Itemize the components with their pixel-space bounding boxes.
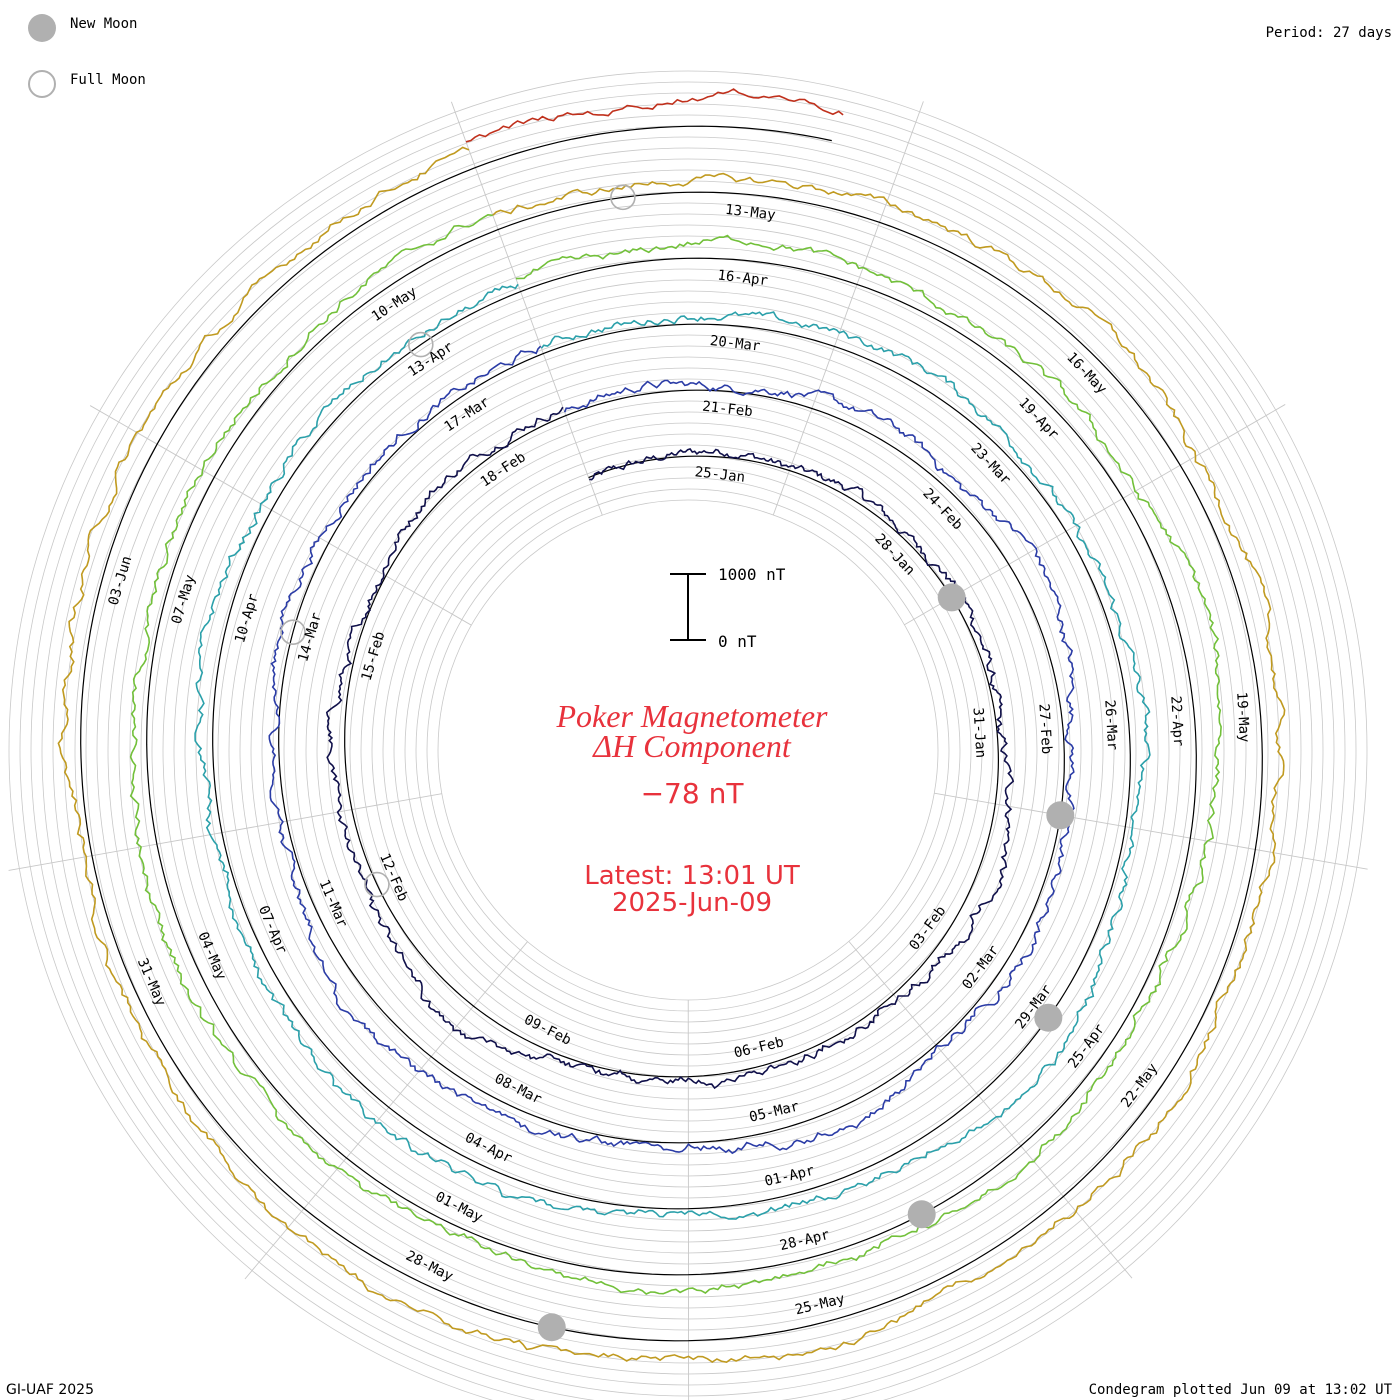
grid-ring [151,213,1225,1287]
day-spoke [244,941,528,1280]
new-moon-marker [937,583,966,612]
date-label: 26-Mar [1101,699,1120,750]
title-line-2: ΔH Component [591,728,792,764]
date-label: 22-May [1118,1061,1161,1111]
date-label: 17-Mar [441,394,492,435]
new-moon-legend-label: New Moon [70,16,137,32]
grid-ring [437,499,939,1001]
full-moon-legend-label: Full Moon [70,72,146,88]
date-label: 07-Apr [255,903,290,956]
grid-ring [74,136,1302,1364]
date-label: 31-Jan [970,707,989,758]
full-moon-marker [364,871,390,898]
footer-credit: GI-UAF 2025 [6,1382,94,1398]
period-label: Period: 27 days [1266,25,1392,41]
latest-value: −78 nT [641,777,745,810]
date-label: 19-May [1233,691,1252,742]
grid-ring [30,92,1346,1400]
new-moon-marker [1046,801,1075,830]
series-trace [57,146,1286,1364]
series-trace [465,88,844,143]
day-spoke [89,405,472,626]
title-line-1: Poker Magnetometer [555,698,828,734]
grid-ring [52,114,1324,1386]
new-moon-marker [907,1200,936,1229]
date-label: 20-Mar [709,333,761,355]
grid-ring [184,246,1192,1254]
full-moon-legend-icon [28,70,56,98]
date-label: 31-May [134,956,169,1009]
day-spoke [8,793,442,871]
scale-bottom-label: 0 nT [718,632,757,651]
series-trace [194,283,1151,1220]
scale-top-label: 1000 nT [718,565,786,584]
date-label: 22-Apr [1167,695,1186,746]
grid-ring [19,81,1357,1400]
day-spoke [904,404,1286,626]
center-title: Poker Magnetometer ΔH Component −78 nT L… [555,698,828,918]
new-moon-legend-icon [28,14,56,42]
date-label: 02-Mar [959,943,1002,993]
full-moon-marker [280,619,306,645]
date-label: 11-Mar [316,877,351,930]
grid-ring [85,147,1291,1353]
series-trace [129,213,1222,1295]
series-layer [57,88,1286,1364]
date-label: 25-May [794,1291,847,1318]
footer-plotted: Condegram plotted Jun 09 at 13:02 UT [1089,1382,1393,1398]
series-trace [325,406,1015,1090]
moon-markers [280,184,1075,1342]
day-spokes [8,101,1368,1400]
grid-ring [173,235,1203,1265]
full-moon-marker [408,331,434,358]
new-moon-marker [1034,1003,1063,1032]
scale-bar: 1000 nT 0 nT [670,565,786,651]
grid-ring [8,70,1368,1400]
date-label: 13-Apr [405,339,456,380]
day-spoke [934,792,1368,870]
legend: New Moon Full Moon [28,14,146,98]
day-spoke [450,101,603,516]
date-label: 04-May [194,930,229,983]
day-spoke [848,941,1133,1279]
date-label: 28-Apr [778,1227,831,1254]
date-label: 16-Apr [717,267,769,289]
latest-time: Latest: 13:01 UT [584,861,800,891]
grid-ring [107,169,1269,1331]
latest-date: 2025-Jun-09 [612,888,772,918]
date-label: 21-Feb [701,399,753,421]
grid-ring [140,202,1236,1298]
date-label: 27-Feb [1035,703,1054,754]
date-label: 25-Apr [1065,1021,1108,1071]
date-label: 25-Jan [694,464,746,486]
baseline-path [80,125,1263,1342]
date-label: 10-May [369,284,420,325]
grid-ring [118,180,1258,1320]
baseline-spiral [80,125,1263,1342]
new-moon-marker [537,1313,566,1342]
date-label: 06-Feb [732,1034,785,1061]
series-trace [268,345,1075,1155]
date-label: 05-Mar [748,1098,801,1125]
date-label: 03-Feb [906,903,949,953]
day-spoke [772,101,924,516]
grid-ring [41,103,1335,1397]
date-label: 13-May [724,202,776,224]
full-moon-marker [610,184,636,211]
date-label: 01-Apr [763,1163,816,1190]
